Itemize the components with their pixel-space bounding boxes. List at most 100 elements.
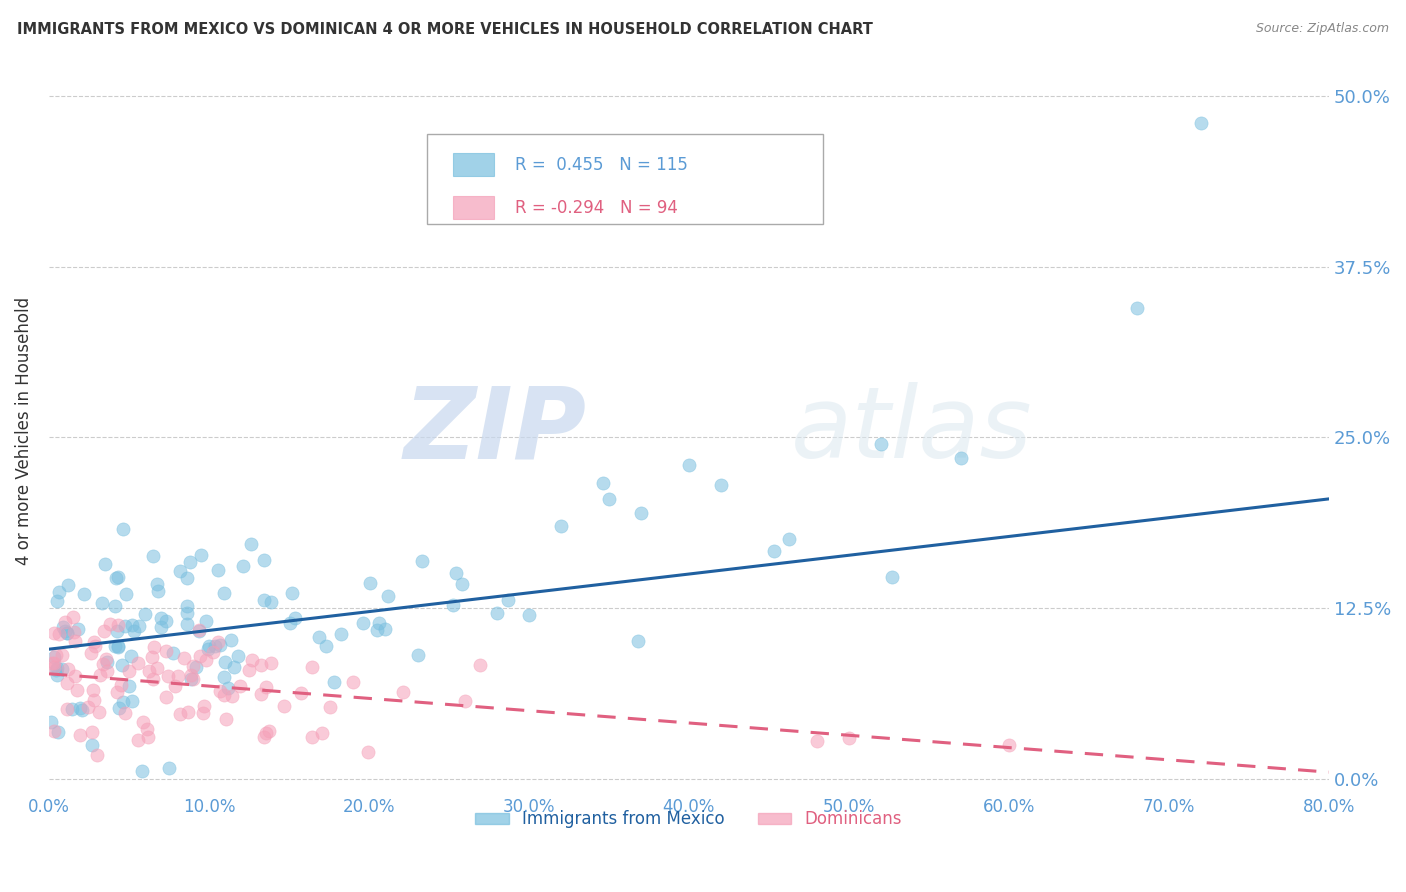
Point [155,690,177,704]
Point [193,699,215,714]
Point [44,657,66,671]
Point [45,661,67,675]
Point [281,586,304,600]
Point [62,610,84,624]
Point [80,738,103,752]
Point [96,652,118,666]
Point [96,656,118,670]
Point [66,682,89,697]
Point [77,700,100,714]
Point [138,665,160,679]
Point [60,702,83,716]
Point [176,571,198,585]
Point [498,593,520,607]
Point [352,616,374,631]
Point [167,669,190,683]
Point [882,570,904,584]
Point [56,626,79,640]
Point [63,634,86,648]
Point [485,606,508,620]
Point [110,658,132,673]
Point [98,616,121,631]
Point [229,679,252,693]
Point [204,639,226,653]
Point [136,731,159,745]
Point [366,623,388,637]
Point [163,680,186,694]
Point [193,706,215,720]
Point [83,634,105,648]
Point [56,578,79,592]
Point [118,664,141,678]
Point [377,589,399,603]
Point [53,615,76,629]
Point [290,686,312,700]
Point [254,680,277,694]
Point [135,722,157,736]
Point [283,611,305,625]
Point [630,506,652,520]
Point [406,648,429,662]
Point [197,642,219,657]
Point [41,656,63,670]
Point [678,458,700,472]
Point [72,703,94,717]
Point [51,620,73,634]
Point [187,623,209,637]
Point [93,558,115,572]
Point [301,730,323,744]
Point [411,554,433,568]
Point [592,476,614,491]
Point [155,644,177,658]
Point [142,672,165,686]
Point [221,689,243,703]
Point [195,653,218,667]
Point [162,646,184,660]
Point [212,670,235,684]
Point [83,639,105,653]
Point [69,728,91,742]
Point [173,651,195,665]
Point [254,726,277,740]
Point [80,725,103,739]
Point [114,706,136,721]
Point [45,667,67,681]
Point [207,635,229,649]
Point [1189,116,1212,130]
Point [42,660,65,674]
Point [80,646,103,660]
Point [111,522,134,536]
Point [141,649,163,664]
Text: ZIP: ZIP [404,382,586,479]
Point [454,693,477,707]
Point [181,672,204,686]
Point [762,544,785,558]
Point [107,639,129,653]
Point [143,640,166,655]
Point [315,639,337,653]
Point [46,725,69,739]
Point [44,724,66,739]
Point [517,608,540,623]
Point [121,617,143,632]
Point [115,587,138,601]
Point [148,583,170,598]
Text: atlas: atlas [792,382,1033,479]
Point [89,667,111,681]
Point [176,616,198,631]
Point [44,626,66,640]
Point [104,599,127,613]
Point [869,437,891,451]
Point [1126,301,1149,315]
Point [278,616,301,631]
Point [190,548,212,562]
Point [949,450,972,465]
Point [48,584,70,599]
Point [83,693,105,707]
Point [392,685,415,699]
Point [131,764,153,779]
Point [212,585,235,599]
Point [998,738,1021,752]
Point [838,731,860,745]
Point [311,726,333,740]
